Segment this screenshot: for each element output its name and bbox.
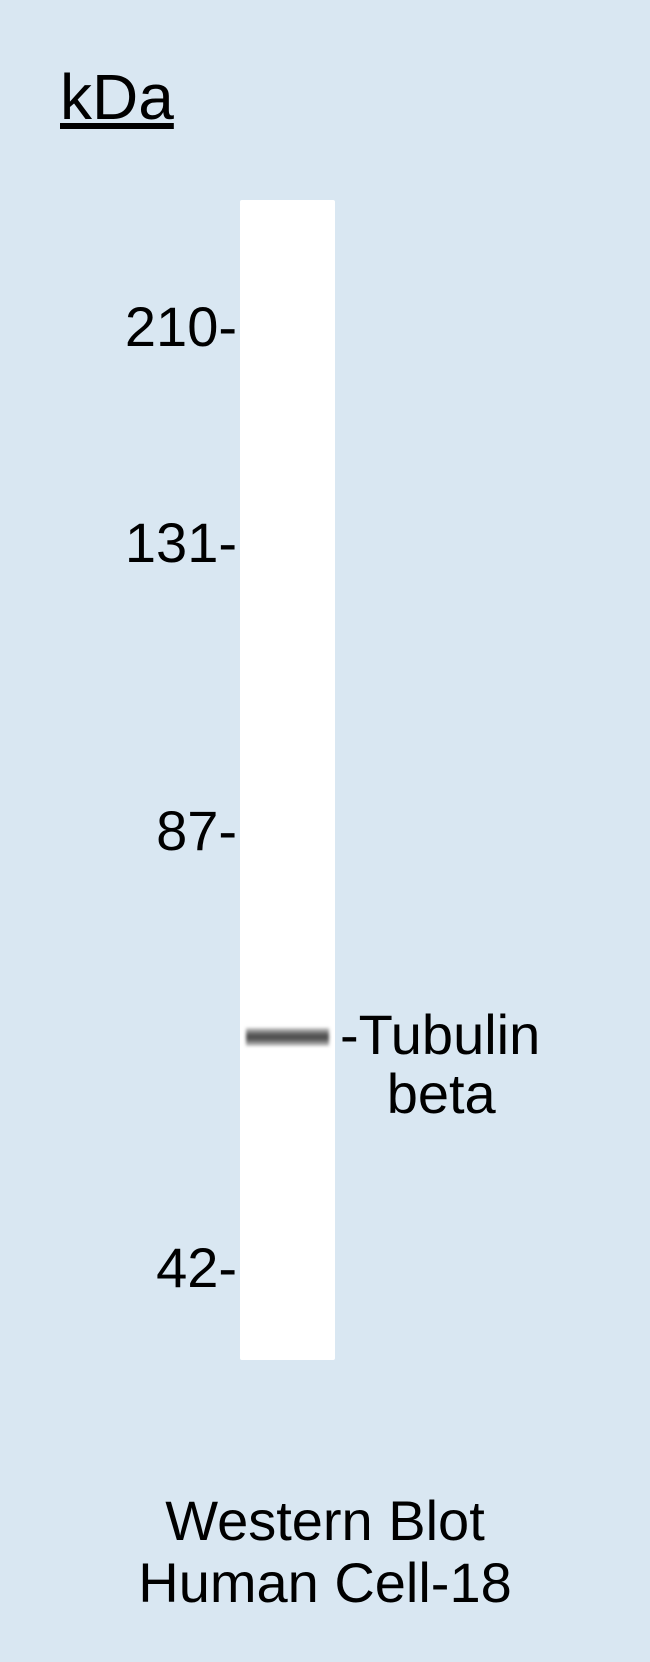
unit-label: kDa [60,60,174,134]
marker-42: 42- [42,1235,237,1300]
marker-131: 131- [42,510,237,575]
footer-text: Western Blot Human Cell-18 [0,1490,650,1613]
band-label-line2-text: beta [387,1062,496,1125]
band-label-line1: -Tubulin [340,1003,540,1066]
marker-210: 210- [42,294,237,359]
band-tubulin-beta [246,1028,329,1046]
marker-87: 87- [42,798,237,863]
band-label-tubulin-beta: -Tubulin beta [340,1006,540,1124]
blot-lane [240,200,335,1360]
footer-line2: Human Cell-18 [138,1551,512,1614]
band-label-line2 [340,1062,387,1125]
footer-line1: Western Blot [165,1489,485,1552]
